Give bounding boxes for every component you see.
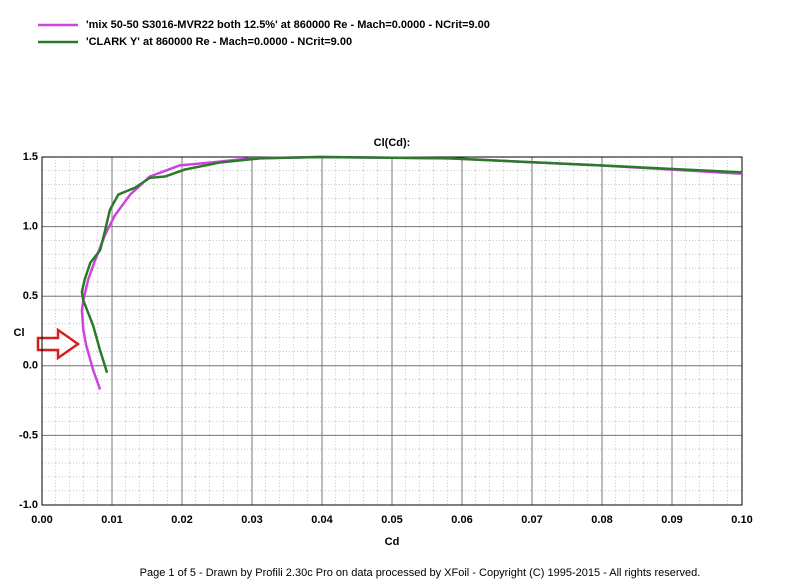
x-tick-label: 0.06 <box>451 514 472 526</box>
x-tick-label: 0.03 <box>241 514 262 526</box>
y-axis-label: Cl <box>14 327 25 339</box>
legend-label: 'mix 50-50 S3016-MVR22 both 12.5%' at 86… <box>86 19 490 31</box>
x-tick-label: 0.05 <box>381 514 402 526</box>
x-tick-label: 0.01 <box>101 514 122 526</box>
x-tick-label: 0.10 <box>731 514 752 526</box>
y-tick-label: -1.0 <box>19 499 38 511</box>
x-tick-label: 0.02 <box>171 514 192 526</box>
x-tick-label: 0.04 <box>311 514 333 526</box>
footer: Page 1 of 5 - Drawn by Profili 2.30c Pro… <box>140 567 701 579</box>
x-tick-label: 0.00 <box>31 514 52 526</box>
legend-label: 'CLARK Y' at 860000 Re - Mach=0.0000 - N… <box>86 36 352 48</box>
arrow-annotation <box>36 327 81 361</box>
chart-title: Cl(Cd): <box>374 137 411 149</box>
series-line <box>80 155 743 374</box>
x-axis-label: Cd <box>385 536 400 548</box>
y-tick-label: 1.5 <box>23 151 38 163</box>
y-tick-label: 1.0 <box>23 221 38 233</box>
x-tick-label: 0.09 <box>661 514 682 526</box>
x-tick-label: 0.08 <box>591 514 612 526</box>
y-tick-label: 0.0 <box>23 360 38 372</box>
y-tick-label: 0.5 <box>23 290 38 302</box>
x-tick-label: 0.07 <box>521 514 542 526</box>
y-tick-label: -0.5 <box>19 429 38 441</box>
